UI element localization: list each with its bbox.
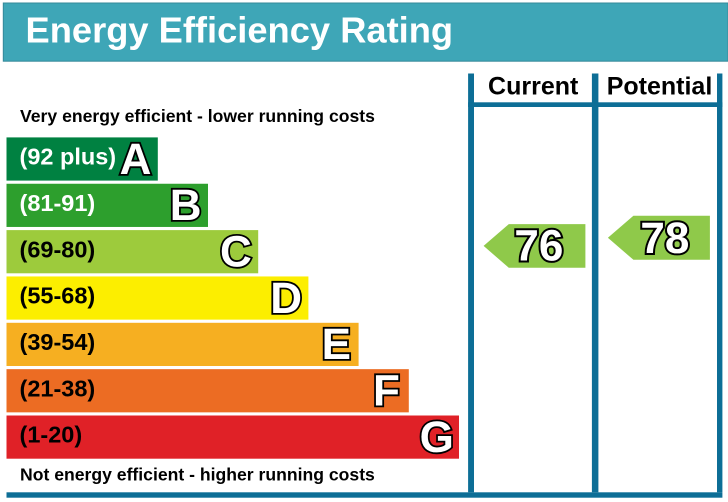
svg-text:Energy Efficiency Rating: Energy Efficiency Rating: [26, 9, 454, 50]
svg-text:F: F: [373, 367, 400, 416]
svg-text:Current: Current: [488, 73, 579, 101]
svg-text:(69-80): (69-80): [20, 236, 96, 262]
svg-text:(39-54): (39-54): [20, 329, 96, 355]
svg-text:Very energy efficient - lower: Very energy efficient - lower running co…: [20, 106, 375, 126]
svg-text:(55-68): (55-68): [20, 283, 96, 309]
svg-text:(1-20): (1-20): [20, 422, 83, 448]
svg-text:D: D: [270, 274, 302, 323]
svg-text:G: G: [420, 413, 454, 462]
svg-text:(92 plus): (92 plus): [20, 144, 117, 170]
svg-text:B: B: [170, 181, 202, 230]
svg-text:78: 78: [640, 214, 689, 263]
svg-text:76: 76: [514, 222, 563, 271]
svg-text:(81-91): (81-91): [20, 190, 96, 216]
svg-text:Not energy efficient - higher: Not energy efficient - higher running co…: [20, 465, 375, 485]
svg-text:C: C: [220, 228, 252, 277]
svg-text:E: E: [322, 320, 351, 369]
svg-text:A: A: [120, 135, 152, 184]
svg-text:Potential: Potential: [607, 73, 713, 101]
svg-text:(21-38): (21-38): [20, 375, 96, 401]
